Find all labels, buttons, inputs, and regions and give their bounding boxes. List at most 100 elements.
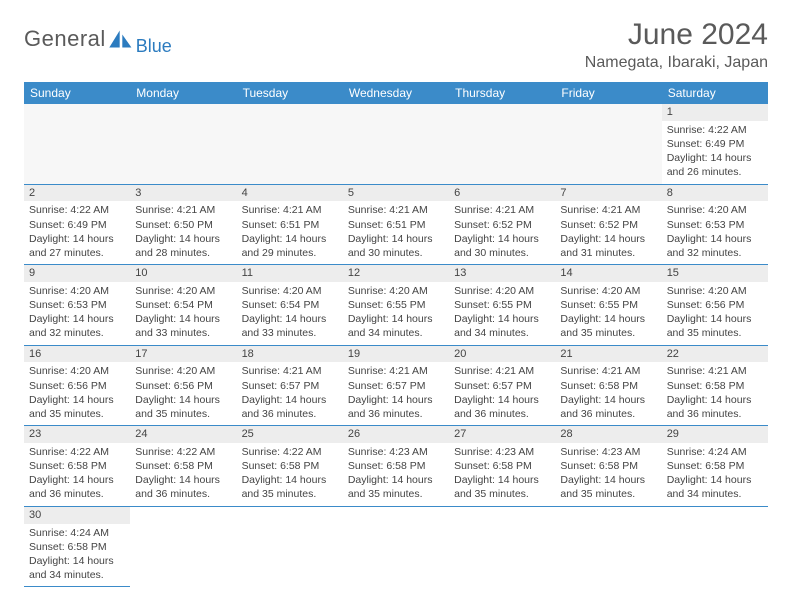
day-details: Sunrise: 4:22 AMSunset: 6:49 PMDaylight:… [662,121,768,184]
calendar-empty-cell [237,104,343,184]
day-details: Sunrise: 4:20 AMSunset: 6:54 PMDaylight:… [237,282,343,345]
day-number: 23 [24,426,130,443]
calendar-week-row: 16Sunrise: 4:20 AMSunset: 6:56 PMDayligh… [24,345,768,426]
calendar-empty-cell [24,104,130,184]
day-details: Sunrise: 4:21 AMSunset: 6:57 PMDaylight:… [343,362,449,425]
calendar-week-row: 30Sunrise: 4:24 AMSunset: 6:58 PMDayligh… [24,506,768,587]
day-number: 26 [343,426,449,443]
month-title: June 2024 [585,18,768,52]
calendar-empty-cell [555,104,661,184]
day-number: 29 [662,426,768,443]
day-of-week-header: Sunday [24,82,130,104]
day-details: Sunrise: 4:21 AMSunset: 6:51 PMDaylight:… [237,201,343,264]
day-of-week-header: Tuesday [237,82,343,104]
brand-logo: General Blue [24,18,172,52]
calendar-day-cell: 13Sunrise: 4:20 AMSunset: 6:55 PMDayligh… [449,265,555,346]
day-number: 22 [662,346,768,363]
day-number: 27 [449,426,555,443]
day-details: Sunrise: 4:22 AMSunset: 6:58 PMDaylight:… [237,443,343,506]
day-number: 2 [24,185,130,202]
day-details: Sunrise: 4:22 AMSunset: 6:58 PMDaylight:… [130,443,236,506]
calendar-day-cell: 23Sunrise: 4:22 AMSunset: 6:58 PMDayligh… [24,426,130,507]
calendar-week-row: 23Sunrise: 4:22 AMSunset: 6:58 PMDayligh… [24,426,768,507]
calendar-day-cell: 12Sunrise: 4:20 AMSunset: 6:55 PMDayligh… [343,265,449,346]
calendar-week-row: 2Sunrise: 4:22 AMSunset: 6:49 PMDaylight… [24,184,768,265]
day-number: 1 [662,104,768,121]
calendar-day-cell: 16Sunrise: 4:20 AMSunset: 6:56 PMDayligh… [24,345,130,426]
day-number: 9 [24,265,130,282]
day-details: Sunrise: 4:20 AMSunset: 6:55 PMDaylight:… [449,282,555,345]
calendar-day-cell: 30Sunrise: 4:24 AMSunset: 6:58 PMDayligh… [24,506,130,587]
day-number: 21 [555,346,661,363]
day-of-week-header: Saturday [662,82,768,104]
day-number: 12 [343,265,449,282]
day-number: 3 [130,185,236,202]
calendar-day-cell: 11Sunrise: 4:20 AMSunset: 6:54 PMDayligh… [237,265,343,346]
calendar-day-cell: 6Sunrise: 4:21 AMSunset: 6:52 PMDaylight… [449,184,555,265]
calendar-day-cell: 26Sunrise: 4:23 AMSunset: 6:58 PMDayligh… [343,426,449,507]
day-details: Sunrise: 4:20 AMSunset: 6:56 PMDaylight:… [662,282,768,345]
calendar-day-cell: 9Sunrise: 4:20 AMSunset: 6:53 PMDaylight… [24,265,130,346]
day-details: Sunrise: 4:20 AMSunset: 6:55 PMDaylight:… [343,282,449,345]
day-of-week-header: Wednesday [343,82,449,104]
day-details: Sunrise: 4:21 AMSunset: 6:51 PMDaylight:… [343,201,449,264]
day-number: 19 [343,346,449,363]
day-number: 14 [555,265,661,282]
calendar-empty-cell [555,506,661,587]
calendar-day-cell: 4Sunrise: 4:21 AMSunset: 6:51 PMDaylight… [237,184,343,265]
calendar-day-cell: 7Sunrise: 4:21 AMSunset: 6:52 PMDaylight… [555,184,661,265]
day-details: Sunrise: 4:24 AMSunset: 6:58 PMDaylight:… [24,524,130,587]
day-details: Sunrise: 4:20 AMSunset: 6:53 PMDaylight:… [24,282,130,345]
day-number: 17 [130,346,236,363]
day-number: 25 [237,426,343,443]
day-number: 16 [24,346,130,363]
calendar-day-cell: 17Sunrise: 4:20 AMSunset: 6:56 PMDayligh… [130,345,236,426]
calendar-day-cell: 19Sunrise: 4:21 AMSunset: 6:57 PMDayligh… [343,345,449,426]
day-number: 20 [449,346,555,363]
day-details: Sunrise: 4:23 AMSunset: 6:58 PMDaylight:… [555,443,661,506]
day-details: Sunrise: 4:20 AMSunset: 6:53 PMDaylight:… [662,201,768,264]
calendar-day-cell: 8Sunrise: 4:20 AMSunset: 6:53 PMDaylight… [662,184,768,265]
calendar-empty-cell [237,506,343,587]
calendar-day-cell: 1Sunrise: 4:22 AMSunset: 6:49 PMDaylight… [662,104,768,184]
day-number: 15 [662,265,768,282]
calendar-day-cell: 14Sunrise: 4:20 AMSunset: 6:55 PMDayligh… [555,265,661,346]
calendar-week-row: 1Sunrise: 4:22 AMSunset: 6:49 PMDaylight… [24,104,768,184]
calendar-empty-cell [662,506,768,587]
day-details: Sunrise: 4:23 AMSunset: 6:58 PMDaylight:… [343,443,449,506]
brand-main-text: General [24,26,106,52]
day-details: Sunrise: 4:23 AMSunset: 6:58 PMDaylight:… [449,443,555,506]
brand-sub-text: Blue [136,36,172,57]
calendar-empty-cell [130,104,236,184]
day-number: 24 [130,426,236,443]
calendar-day-cell: 15Sunrise: 4:20 AMSunset: 6:56 PMDayligh… [662,265,768,346]
calendar-body: 1Sunrise: 4:22 AMSunset: 6:49 PMDaylight… [24,104,768,587]
day-details: Sunrise: 4:21 AMSunset: 6:57 PMDaylight:… [237,362,343,425]
calendar-day-cell: 28Sunrise: 4:23 AMSunset: 6:58 PMDayligh… [555,426,661,507]
day-details: Sunrise: 4:20 AMSunset: 6:56 PMDaylight:… [24,362,130,425]
day-of-week-header: Friday [555,82,661,104]
day-of-week-header-row: SundayMondayTuesdayWednesdayThursdayFrid… [24,82,768,104]
calendar-day-cell: 10Sunrise: 4:20 AMSunset: 6:54 PMDayligh… [130,265,236,346]
day-number: 8 [662,185,768,202]
day-details: Sunrise: 4:24 AMSunset: 6:58 PMDaylight:… [662,443,768,506]
day-number: 18 [237,346,343,363]
calendar-empty-cell [343,104,449,184]
calendar-empty-cell [343,506,449,587]
day-number: 4 [237,185,343,202]
day-details: Sunrise: 4:21 AMSunset: 6:50 PMDaylight:… [130,201,236,264]
day-details: Sunrise: 4:20 AMSunset: 6:54 PMDaylight:… [130,282,236,345]
day-number: 11 [237,265,343,282]
day-details: Sunrise: 4:21 AMSunset: 6:57 PMDaylight:… [449,362,555,425]
day-number: 28 [555,426,661,443]
day-details: Sunrise: 4:21 AMSunset: 6:58 PMDaylight:… [662,362,768,425]
calendar-day-cell: 18Sunrise: 4:21 AMSunset: 6:57 PMDayligh… [237,345,343,426]
day-number: 7 [555,185,661,202]
day-number: 30 [24,507,130,524]
calendar-day-cell: 29Sunrise: 4:24 AMSunset: 6:58 PMDayligh… [662,426,768,507]
sail-icon [108,29,134,49]
calendar-day-cell: 27Sunrise: 4:23 AMSunset: 6:58 PMDayligh… [449,426,555,507]
calendar-empty-cell [449,104,555,184]
day-of-week-header: Thursday [449,82,555,104]
day-of-week-header: Monday [130,82,236,104]
